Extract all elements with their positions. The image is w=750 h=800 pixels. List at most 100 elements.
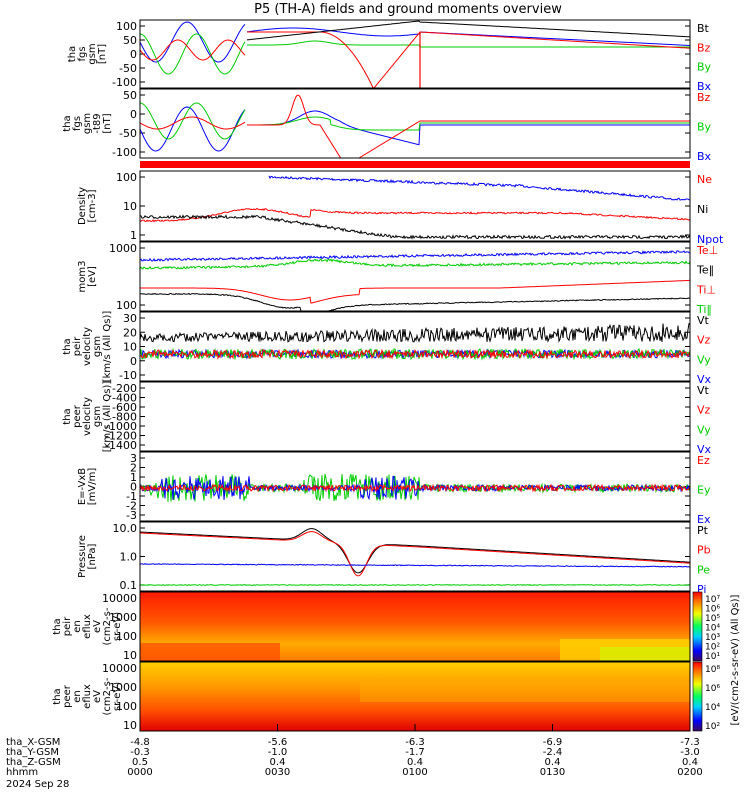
x-tick-label: 0030	[265, 767, 290, 778]
panel-frame	[139, 591, 691, 662]
series-ne	[140, 207, 690, 223]
colorbar-tick-label: 10⁶	[705, 684, 720, 694]
x-tick-label: 0130	[540, 767, 565, 778]
legend-entry: Ez	[697, 454, 710, 467]
y-tick-label: 100	[116, 299, 137, 312]
colorbar-tick-label: 10¹	[705, 652, 720, 662]
y-axis-label: velocity	[82, 327, 93, 366]
y-axis-label: [nPa]	[87, 543, 98, 569]
legend-entry: Bz	[697, 91, 711, 104]
colorbar-label: [eV/(cm2-s-sr-eV) (All Qs)]	[730, 594, 741, 725]
y-axis-label: eflux	[82, 684, 93, 709]
series-pi	[140, 562, 690, 568]
x-tick-label: -0.3	[130, 747, 150, 758]
legend-entry: Vy	[697, 423, 711, 436]
x-tick-label: 0.4	[270, 757, 286, 768]
y-axis-label: [eV]	[87, 266, 98, 287]
legend-entry: Pt	[697, 524, 709, 537]
panel-frame	[139, 241, 691, 312]
y-axis-label: gsm	[92, 336, 103, 357]
legend-entry: Pb	[697, 544, 711, 557]
x-row-label: tha_Y-GSM	[6, 747, 59, 758]
y-tick-label: 2	[130, 462, 137, 475]
x-tick-label: -7.3	[680, 737, 700, 748]
y-axis-label: velocity	[82, 397, 93, 436]
legend-entry: Ti‖	[696, 303, 712, 316]
legend-entry: Ne	[697, 173, 712, 186]
y-tick-label: 0	[130, 355, 137, 368]
x-tick-label: -2.4	[543, 747, 563, 758]
y-tick-label: 10000	[102, 592, 137, 605]
x-row-label: tha_Z-GSM	[6, 757, 61, 768]
y-axis-label: sr-eV)	[112, 682, 123, 711]
y-tick-label: -400	[112, 392, 137, 405]
y-axis-label: en	[72, 690, 83, 703]
x-tick-label: 0200	[677, 767, 702, 778]
panel-density: 100 10 1 Density [cm-3] Ne Ni Npot	[77, 170, 724, 246]
series-bz	[140, 39, 246, 61]
legend-entry: Vt	[697, 314, 710, 327]
y-tick-label: 100	[116, 630, 137, 643]
y-tick-label: 10	[123, 200, 137, 213]
legend-entry: Ti⊥	[696, 283, 716, 296]
y-tick-label: 10	[123, 341, 137, 354]
series-by	[140, 33, 246, 75]
panel-peer-velocity: -200-400-600-800-1000-1200-1400 tha peer ve…	[62, 381, 712, 456]
series-ti-perp	[140, 250, 690, 262]
legend-entry: Bx	[697, 150, 712, 163]
y-tick-label: 1	[130, 229, 137, 242]
y-axis-label: peer	[62, 684, 73, 708]
legend-entry: By	[697, 61, 712, 74]
series-ni	[140, 214, 690, 240]
legend-entry: Vx	[697, 373, 712, 386]
series-te-par	[140, 292, 690, 312]
x-tick-label: -1.7	[405, 747, 425, 758]
y-axis-label: gsm	[82, 113, 93, 134]
colorbar-tick-label: 10³	[705, 633, 720, 643]
y-axis-label: fgs	[77, 46, 88, 61]
y-axis-label: [nT]	[102, 113, 113, 133]
y-axis-label: peir	[62, 616, 73, 636]
y-tick-label: -1	[126, 490, 137, 503]
x-tick-label: 0.4	[407, 757, 423, 768]
y-tick-label: -100	[112, 146, 137, 159]
y-tick-label: -600	[112, 401, 137, 414]
x-row-label: tha_X-GSM	[6, 737, 60, 748]
spectrogram	[360, 682, 690, 702]
y-tick-label: -2	[126, 500, 137, 513]
x-tick-label: 0.5	[132, 757, 148, 768]
spectrogram	[140, 662, 690, 731]
y-axis-label: fgs	[72, 116, 83, 131]
y-axis-label: tha	[67, 46, 78, 62]
y-axis-label: peir	[72, 336, 83, 356]
colorbar-tick-label: 10⁴	[705, 703, 720, 713]
y-tick-label: -50	[119, 62, 137, 75]
y-axis-label: E=-VxB	[77, 468, 88, 505]
x-tick-label: -6.3	[405, 737, 425, 748]
series-vt	[140, 322, 690, 343]
y-tick-label: 100	[116, 171, 137, 184]
spectrogram	[140, 643, 280, 661]
panel-frame	[139, 19, 691, 89]
y-axis-label: mom3	[77, 261, 88, 293]
y-tick-label: 0	[130, 481, 137, 494]
date-label: 2024 Sep 28	[6, 779, 69, 790]
series-pb	[140, 531, 690, 577]
series-by	[247, 116, 690, 131]
series-vz	[140, 348, 690, 360]
series-ez	[140, 483, 690, 493]
series-by	[247, 40, 690, 48]
x-tick-label: -1.0	[268, 747, 288, 758]
panel-fgs-gsm-t89: 50 0 -50 -100 tha fgs gsm -t89 [nT] Bz By Bx	[62, 88, 712, 163]
y-tick-label: 50	[123, 34, 137, 47]
series-te-perp	[140, 279, 690, 304]
y-tick-label: 1000	[109, 242, 137, 255]
y-axis-label: [cm-3]	[87, 189, 98, 222]
legend-entry: Te‖	[696, 264, 714, 277]
legend-entry: Ni	[697, 203, 708, 216]
panel-frame	[139, 521, 691, 592]
y-tick-label: -3	[126, 509, 137, 522]
